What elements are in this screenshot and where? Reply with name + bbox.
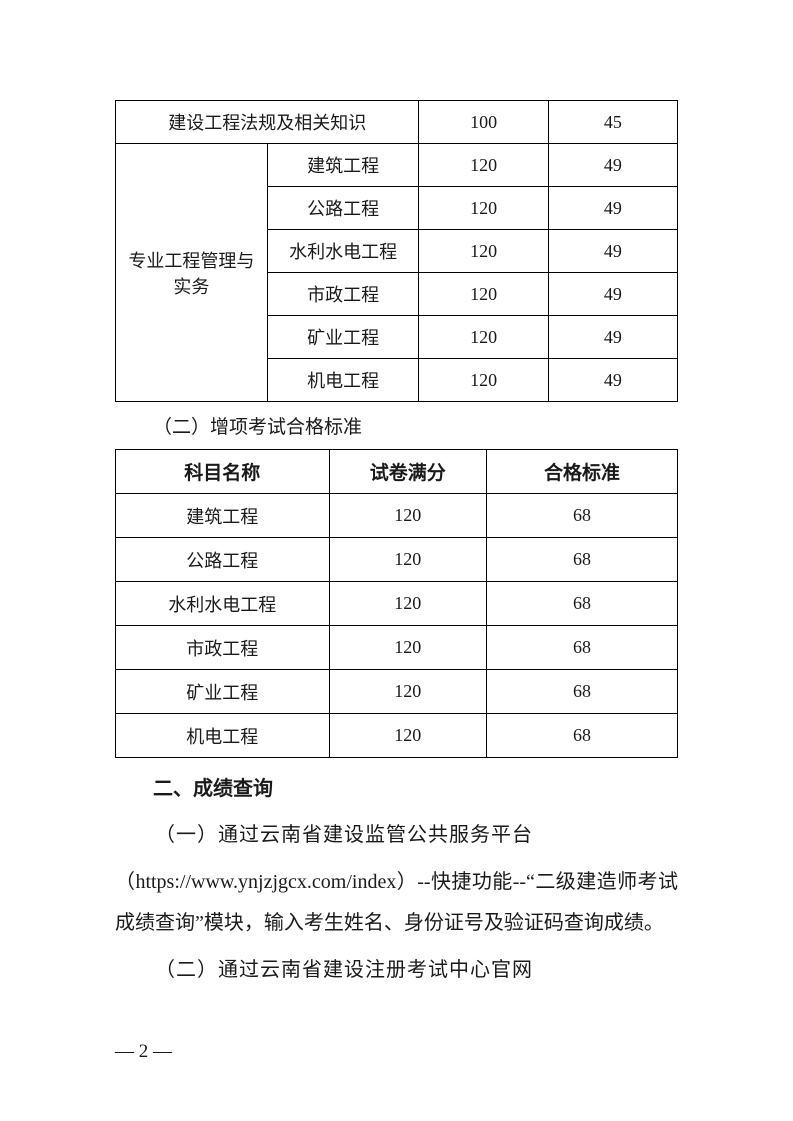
cell-full: 120 [329,670,486,714]
page-number: — 2 — [115,1041,172,1063]
table-row: 水利水电工程 120 68 [116,582,678,626]
col-header-subject: 科目名称 [116,450,330,494]
paragraph-1-line1: （一）通过云南省建设监管公共服务平台 [115,815,678,856]
scores-table-2: 科目名称 试卷满分 合格标准 建筑工程 120 68 公路工程 120 68 水… [115,449,678,758]
col-header-pass: 合格标准 [486,450,677,494]
cell-full: 120 [419,144,548,187]
cell-pass: 49 [548,359,677,402]
cell-pass: 68 [486,714,677,758]
cell-subject: 公路工程 [116,538,330,582]
cell-pass: 68 [486,582,677,626]
table-header-row: 科目名称 试卷满分 合格标准 [116,450,678,494]
table-row: 建筑工程 120 68 [116,494,678,538]
cell-subject: 矿业工程 [116,670,330,714]
cell-pass: 49 [548,187,677,230]
cell-subject: 市政工程 [267,273,419,316]
cell-full: 120 [329,626,486,670]
table-row: 市政工程 120 68 [116,626,678,670]
cell-full: 120 [419,230,548,273]
cell-pass: 45 [548,101,677,144]
cell-pass: 68 [486,494,677,538]
cell-full: 120 [329,582,486,626]
cell-full: 120 [329,494,486,538]
scores-table-1: 建设工程法规及相关知识 100 45 专业工程管理与 实务 建筑工程 120 4… [115,100,678,402]
cell-subject: 矿业工程 [267,316,419,359]
cell-full: 120 [419,273,548,316]
cell-full: 100 [419,101,548,144]
cell-subject: 水利水电工程 [267,230,419,273]
cell-subject: 建筑工程 [116,494,330,538]
cell-pass: 68 [486,538,677,582]
cell-pass: 49 [548,273,677,316]
cell-full: 120 [419,316,548,359]
table-row: 公路工程 120 68 [116,538,678,582]
table-row: 专业工程管理与 实务 建筑工程 120 49 [116,144,678,187]
cell-subject: 机电工程 [267,359,419,402]
cell-pass: 49 [548,230,677,273]
paragraph-1-rest: （https://www.ynjzjgcx.com/index）--快捷功能--… [115,862,678,944]
cell-pass: 49 [548,316,677,359]
cell-category: 专业工程管理与 实务 [116,144,268,402]
paragraph-2: （二）通过云南省建设注册考试中心官网 [115,950,678,991]
table-row: 机电工程 120 68 [116,714,678,758]
heading-score-query: 二、成绩查询 [153,772,678,801]
col-header-full: 试卷满分 [329,450,486,494]
cell-full: 120 [329,538,486,582]
cell-subject: 建筑工程 [267,144,419,187]
cell-pass: 68 [486,626,677,670]
cell-subject: 市政工程 [116,626,330,670]
cell-subject: 机电工程 [116,714,330,758]
section-label-2: （二）增项考试合格标准 [153,412,678,439]
cell-full: 120 [419,187,548,230]
cell-pass: 68 [486,670,677,714]
cell-subject: 建设工程法规及相关知识 [116,101,419,144]
table-row: 建设工程法规及相关知识 100 45 [116,101,678,144]
cell-full: 120 [419,359,548,402]
cell-pass: 49 [548,144,677,187]
cell-full: 120 [329,714,486,758]
table-row: 矿业工程 120 68 [116,670,678,714]
cell-subject: 水利水电工程 [116,582,330,626]
cell-subject: 公路工程 [267,187,419,230]
